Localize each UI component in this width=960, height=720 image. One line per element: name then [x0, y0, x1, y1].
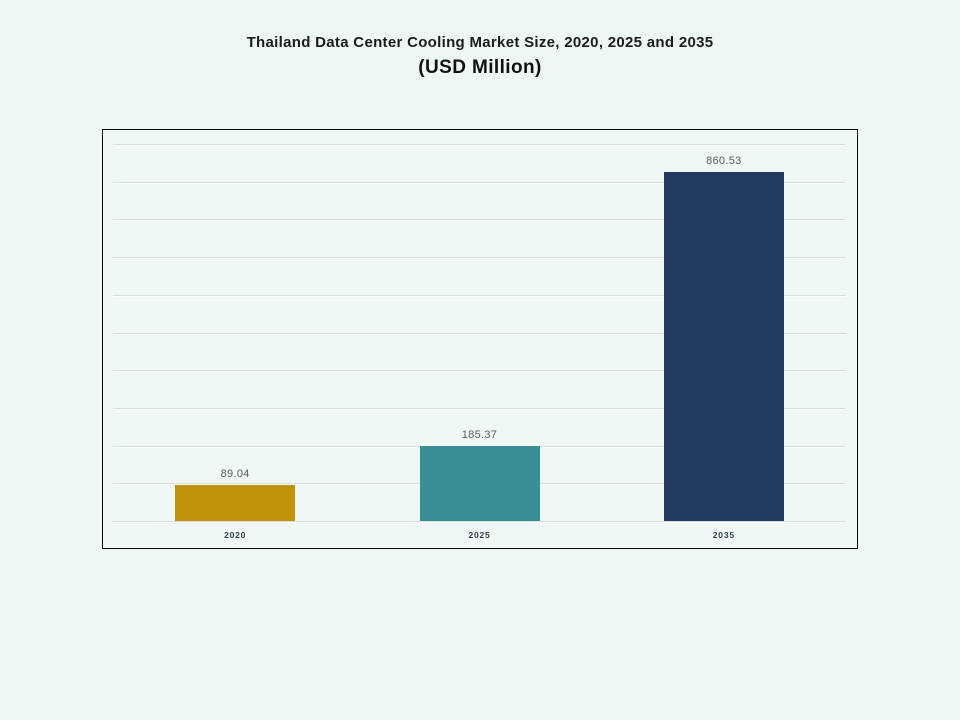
chart-title: Thailand Data Center Cooling Market Size…: [246, 34, 714, 51]
gridline: [113, 407, 846, 409]
bar-value-label: 89.04: [220, 468, 250, 480]
gridline: [113, 521, 846, 522]
bar-category-label: 2025: [468, 530, 491, 540]
bar-category-label: 2020: [224, 530, 247, 540]
bar-group-2025: 185.37 2025: [419, 130, 540, 547]
bar-group-2035: 860.53 2035: [663, 130, 784, 547]
plot-area: 89.04 2020 185.37 2025 860.53 2035: [102, 129, 858, 549]
gridline: [113, 219, 846, 221]
bar-category-label: 2035: [712, 530, 735, 540]
bar-value-label: 860.53: [706, 155, 742, 167]
plot-inner: 89.04 2020 185.37 2025 860.53 2035: [103, 130, 856, 547]
chart-title-block: Thailand Data Center Cooling Market Size…: [0, 34, 960, 80]
bar-2035: [663, 172, 784, 521]
bar-2020: [175, 485, 296, 521]
bar-2025: [419, 446, 540, 521]
bar-value-label: 185.37: [461, 429, 498, 441]
gridline: [113, 294, 846, 296]
bar-group-2020: 89.04 2020: [175, 130, 296, 547]
gridline: [113, 257, 846, 259]
gridline: [113, 332, 846, 334]
gridline: [113, 370, 846, 372]
gridline: [113, 144, 846, 145]
chart-subtitle: (USD Million): [418, 57, 542, 78]
gridline: [113, 181, 846, 183]
